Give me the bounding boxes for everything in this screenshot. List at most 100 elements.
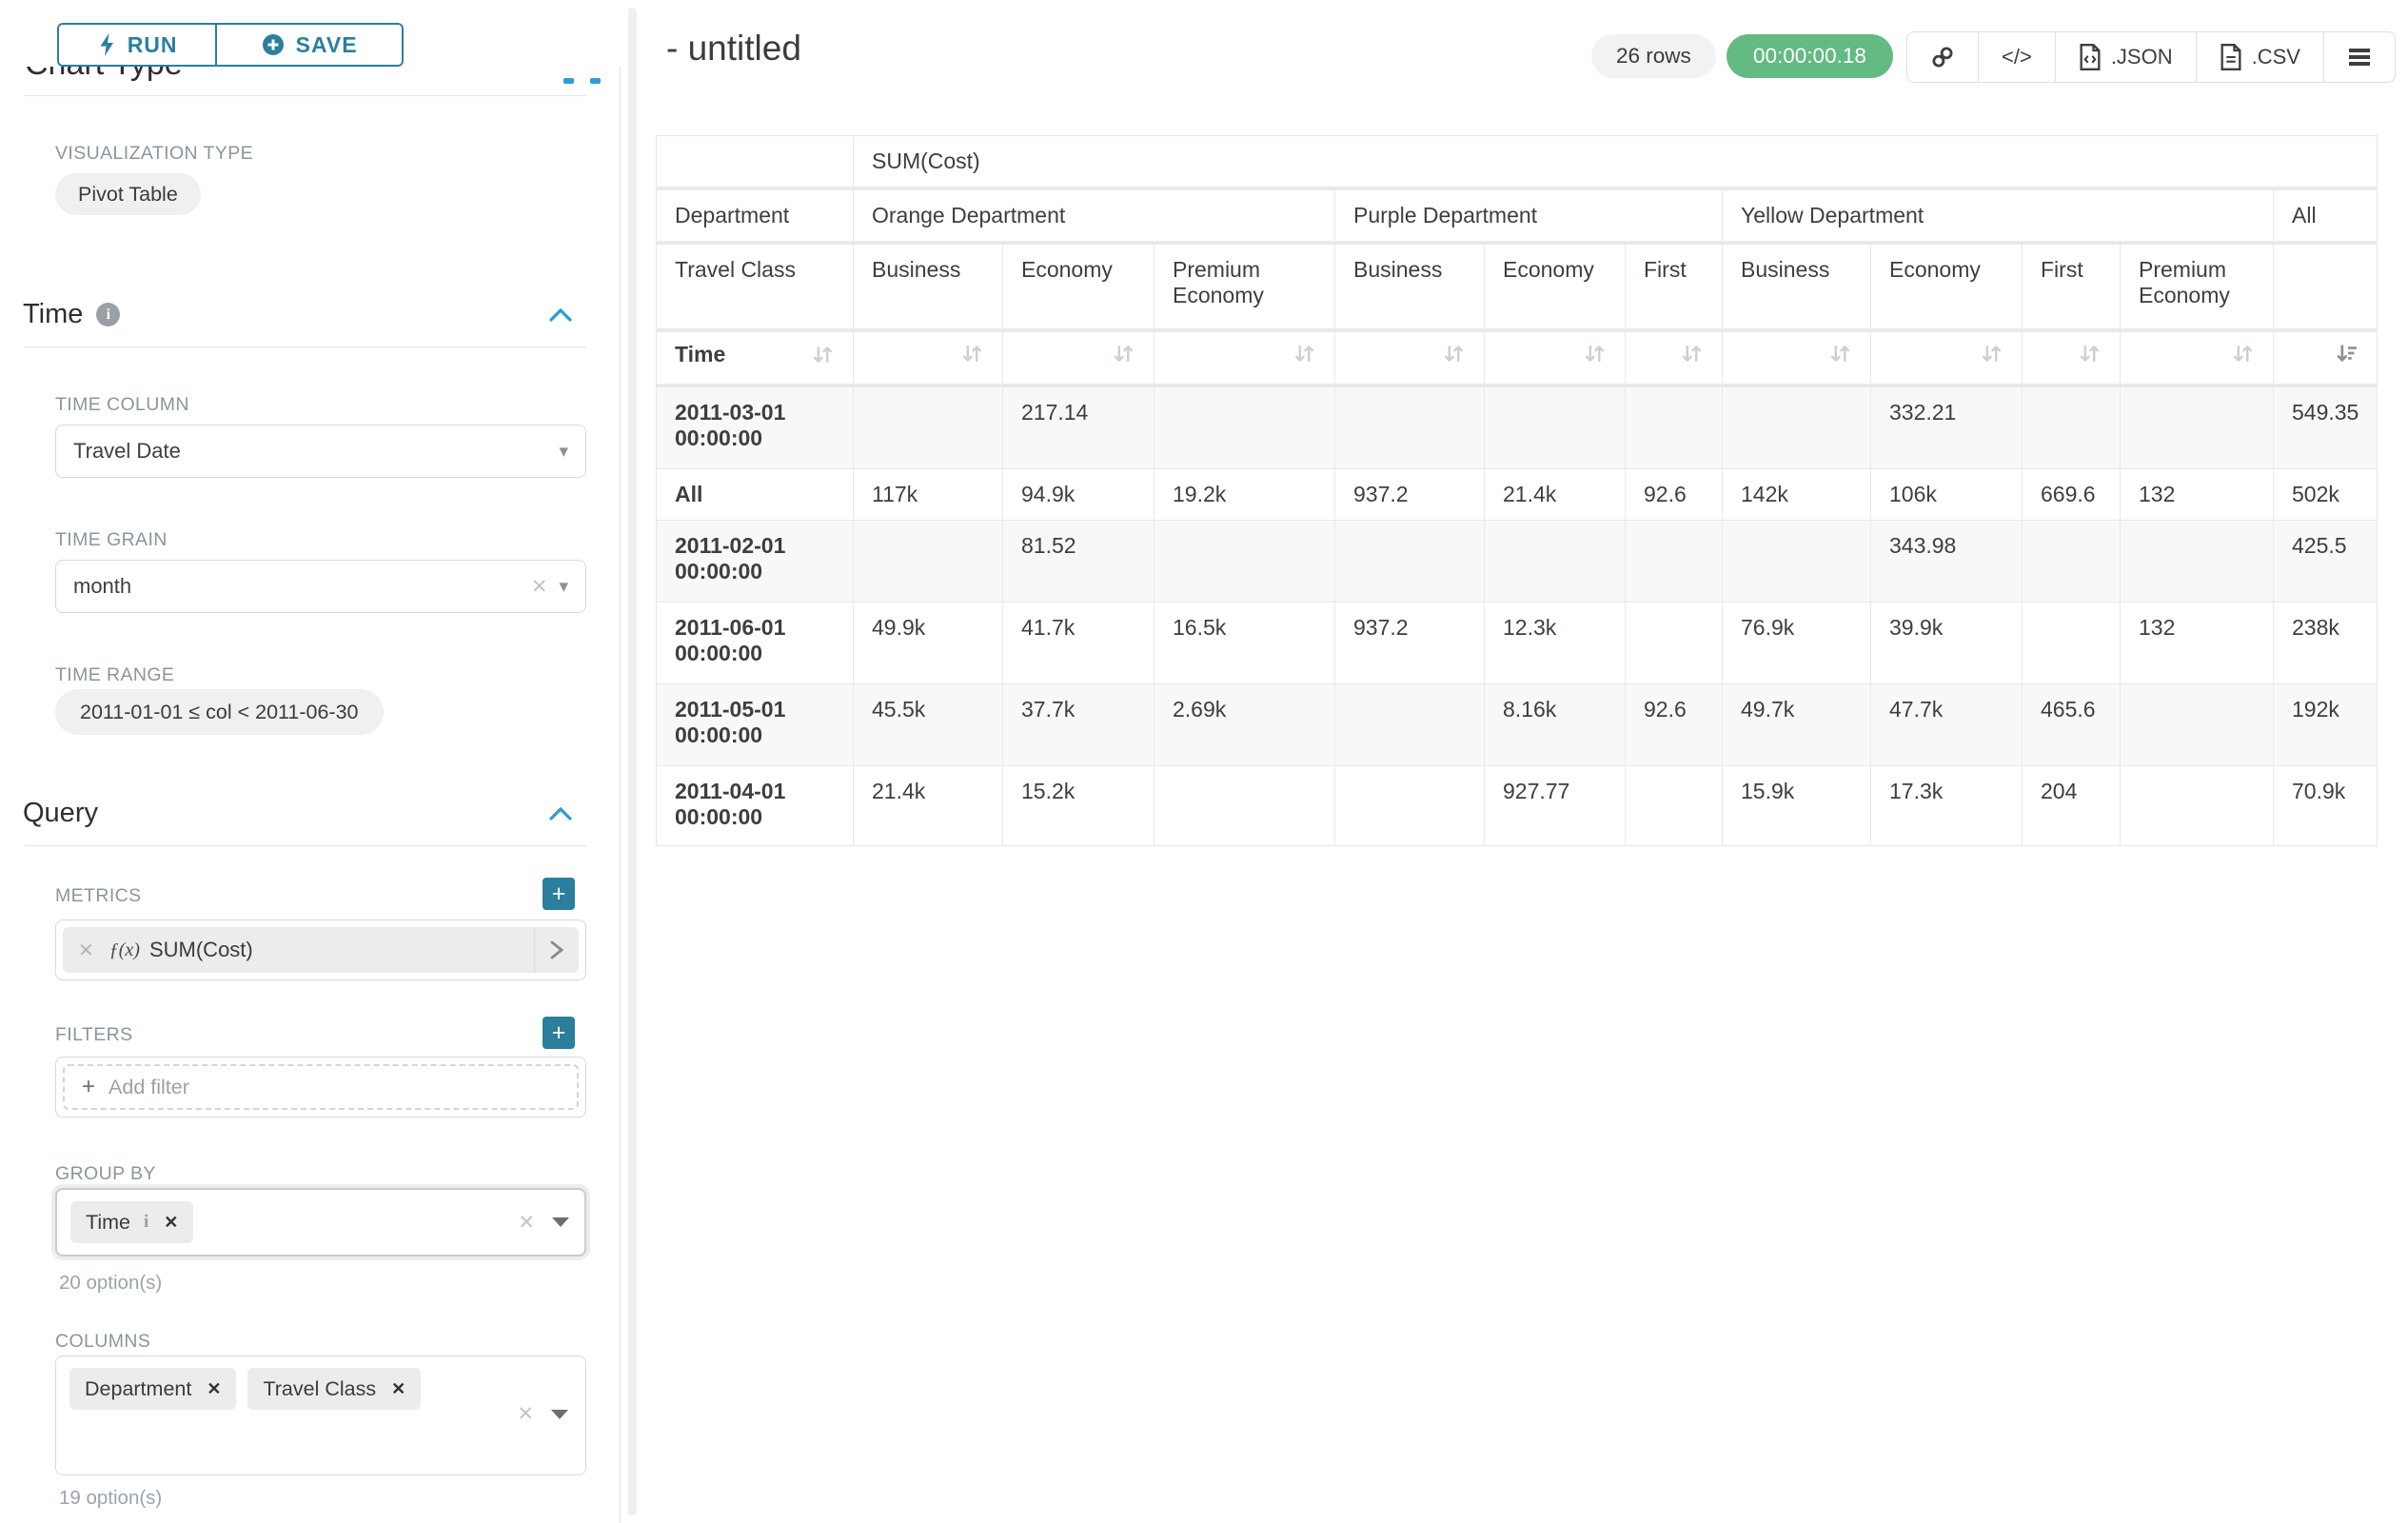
columns-options-hint: 19 option(s) <box>59 1487 163 1509</box>
department-group-header: Orange Department <box>854 190 1335 245</box>
column-sort-header[interactable] <box>1155 332 1335 387</box>
sort-icon[interactable] <box>960 342 984 366</box>
sort-icon[interactable] <box>1442 342 1466 366</box>
value-cell <box>1626 521 1723 603</box>
chevron-up-icon[interactable] <box>548 307 573 324</box>
sort-icon[interactable] <box>1293 342 1316 366</box>
value-cell: 21.4k <box>1485 469 1626 521</box>
sort-desc-icon[interactable] <box>2335 342 2359 366</box>
visualization-type-label: VISUALIZATION TYPE <box>55 143 254 164</box>
columns-label: COLUMNS <box>55 1331 151 1352</box>
function-icon: ƒ(x) <box>109 939 140 960</box>
run-button[interactable]: RUN <box>59 25 216 65</box>
sort-icon[interactable] <box>2231 342 2255 366</box>
metric-chip-label: SUM(Cost) <box>148 938 253 961</box>
clear-icon[interactable] <box>531 575 548 599</box>
lightning-bolt-icon <box>100 33 113 56</box>
chart-title[interactable]: - untitled <box>666 29 801 68</box>
value-cell <box>1626 387 1723 469</box>
value-cell: 21.4k <box>854 766 1003 846</box>
remove-metric-icon[interactable] <box>63 939 109 962</box>
group-by-options-hint: 20 option(s) <box>59 1272 163 1294</box>
column-sort-header[interactable] <box>2023 332 2121 387</box>
clear-icon[interactable] <box>517 1402 534 1426</box>
clipped-info-icon <box>563 78 574 84</box>
save-button[interactable]: SAVE <box>215 25 402 65</box>
column-sort-header[interactable] <box>1335 332 1485 387</box>
value-cell: 39.9k <box>1871 603 2023 684</box>
expand-metric-icon[interactable] <box>534 927 579 973</box>
sort-icon[interactable] <box>1680 342 1704 366</box>
remove-chip-icon[interactable] <box>391 1379 405 1399</box>
travel-class-header: Business <box>1723 245 1871 332</box>
column-sort-header[interactable] <box>1871 332 2023 387</box>
value-cell: 12.3k <box>1485 603 1626 684</box>
group-by-select[interactable]: Time <box>55 1188 586 1256</box>
value-cell <box>1335 684 1485 766</box>
column-sort-header[interactable] <box>1723 332 1871 387</box>
sort-icon[interactable] <box>1583 342 1607 366</box>
column-sort-header[interactable] <box>1003 332 1155 387</box>
travel-class-header: Premium Economy <box>2121 245 2274 332</box>
selected-option-chip[interactable]: Department <box>69 1368 237 1410</box>
clear-icon[interactable] <box>518 1211 535 1235</box>
value-cell <box>854 387 1003 469</box>
travel-class-header <box>2274 245 2378 332</box>
sort-icon[interactable] <box>1828 342 1852 366</box>
add-filter-button[interactable] <box>543 1017 575 1049</box>
metrics-control: ƒ(x) SUM(Cost) <box>55 920 586 980</box>
value-cell: 49.9k <box>854 603 1003 684</box>
value-cell: 94.9k <box>1003 469 1155 521</box>
sort-icon[interactable] <box>811 343 835 366</box>
time-range-value[interactable]: 2011-01-01 ≤ col < 2011-06-30 <box>55 689 384 735</box>
column-sort-header[interactable] <box>2274 332 2378 387</box>
share-link-button[interactable] <box>1907 32 1978 82</box>
embed-code-button[interactable]: </> <box>1978 32 2055 82</box>
column-sort-header[interactable] <box>1485 332 1626 387</box>
travel-class-header: Business <box>854 245 1003 332</box>
table-row: All 117k 94.9k 19.2k 937.2 21.4k 92.6 142k 106k 6… <box>657 469 2378 521</box>
export-json-button[interactable]: .JSON <box>2054 32 2196 82</box>
value-cell: 19.2k <box>1155 469 1335 521</box>
value-cell: 92.6 <box>1626 684 1723 766</box>
travel-class-header: Economy <box>1485 245 1626 332</box>
menu-button[interactable] <box>2322 32 2395 82</box>
selected-option-chip[interactable]: Travel Class <box>247 1368 422 1410</box>
remove-chip-icon[interactable] <box>164 1213 178 1233</box>
plus-circle-icon <box>262 34 284 55</box>
time-grain-select[interactable]: month <box>55 560 586 613</box>
sort-icon[interactable] <box>1112 342 1135 366</box>
time-header-label: Time <box>675 342 726 366</box>
value-cell: 937.2 <box>1335 603 1485 684</box>
add-metric-button[interactable] <box>543 878 575 910</box>
metric-chip[interactable]: ƒ(x) SUM(Cost) <box>63 927 579 973</box>
travel-class-header: Business <box>1335 245 1485 332</box>
time-grain-label: TIME GRAIN <box>55 529 168 550</box>
value-cell <box>1626 766 1723 846</box>
sort-icon[interactable] <box>2078 342 2102 366</box>
code-icon: </> <box>2002 45 2032 69</box>
export-csv-button[interactable]: .CSV <box>2195 32 2323 82</box>
time-column-select[interactable]: Travel Date <box>55 425 586 478</box>
row-label-cell: All <box>657 469 854 521</box>
columns-select[interactable]: Department Travel Class <box>55 1355 586 1475</box>
travel-class-header: Economy <box>1003 245 1155 332</box>
panel-resize-handle[interactable] <box>628 8 637 1515</box>
group-by-label: GROUP BY <box>55 1163 156 1184</box>
chevron-up-icon[interactable] <box>548 805 573 822</box>
corner-cell <box>657 136 854 190</box>
value-cell: 465.6 <box>2023 684 2121 766</box>
value-cell: 76.9k <box>1723 603 1871 684</box>
time-range-label: TIME RANGE <box>55 664 175 685</box>
time-section-header: Time <box>23 299 586 330</box>
value-cell: 8.16k <box>1485 684 1626 766</box>
time-sort-header[interactable]: Time <box>657 332 854 387</box>
row-label-cell: 2011-03-01 00:00:00 <box>657 387 854 469</box>
column-sort-header[interactable] <box>2121 332 2274 387</box>
selected-option-chip[interactable]: Time <box>70 1201 194 1243</box>
add-filter-dropzone[interactable]: Add filter <box>63 1064 579 1110</box>
column-sort-header[interactable] <box>854 332 1003 387</box>
sort-icon[interactable] <box>1980 342 2003 366</box>
column-sort-header[interactable] <box>1626 332 1723 387</box>
remove-chip-icon[interactable] <box>207 1379 221 1399</box>
